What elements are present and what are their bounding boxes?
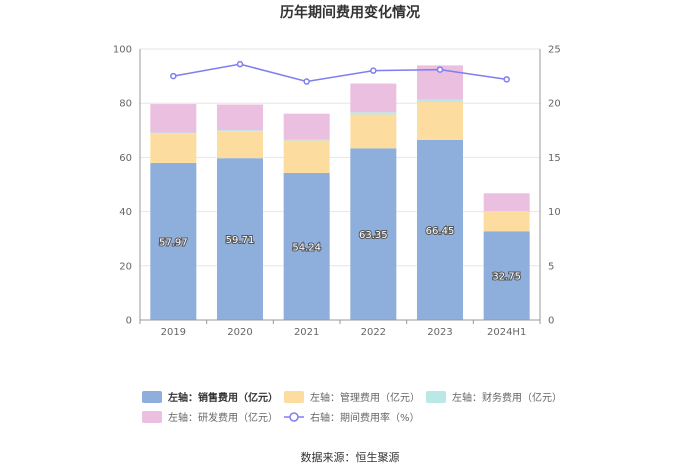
- x-tick-label: 2019: [161, 327, 186, 338]
- x-tick-label: 2021: [294, 327, 319, 338]
- data-source: 数据来源：恒生聚源: [301, 450, 400, 464]
- legend-item[interactable]: 左轴：财务费用（亿元）: [426, 391, 562, 404]
- bar-segment[interactable]: [483, 193, 530, 212]
- x-tick-label: 2022: [361, 327, 386, 338]
- y-left-tick-label: 40: [119, 207, 132, 218]
- x-tick-label: 2020: [227, 327, 252, 338]
- y-left-tick-label: 60: [119, 153, 132, 164]
- line-point[interactable]: [303, 78, 310, 85]
- bar-data-label: 54.24: [292, 243, 321, 254]
- line-point[interactable]: [170, 72, 177, 80]
- bar-segment[interactable]: [283, 139, 330, 141]
- line-series: [170, 60, 510, 85]
- legend-item[interactable]: 左轴：管理费用（亿元）: [284, 391, 420, 404]
- bar-data-label: 63.35: [359, 230, 388, 241]
- y-right-tick-label: 25: [548, 45, 561, 56]
- legend-item[interactable]: 左轴：销售费用（亿元）: [142, 391, 278, 404]
- legend-label: 左轴：财务费用（亿元）: [452, 391, 562, 404]
- expense-rate-line: [173, 63, 507, 83]
- bar-data-label: 66.45: [426, 226, 455, 237]
- bar-segment[interactable]: [350, 112, 397, 115]
- y-right-tick-label: 20: [548, 99, 561, 110]
- bar-segment[interactable]: [350, 114, 397, 149]
- line-point[interactable]: [370, 67, 377, 74]
- bar-segment[interactable]: [350, 83, 397, 113]
- bar-segment[interactable]: [217, 104, 263, 131]
- y-right-tick-label: 15: [548, 153, 561, 164]
- legend-label: 左轴：销售费用（亿元）: [167, 391, 278, 404]
- line-point[interactable]: [503, 76, 510, 83]
- bar-data-label: 59.71: [226, 235, 255, 246]
- bar-segment[interactable]: [150, 133, 197, 163]
- y-right-tick-label: 10: [548, 207, 561, 218]
- y-right-tick-label: 5: [548, 261, 554, 272]
- y-right-tick-label: 0: [548, 316, 554, 327]
- chart-title: 历年期间费用变化情况: [280, 4, 420, 21]
- bar-segment[interactable]: [350, 148, 397, 320]
- legend-marker: [289, 412, 299, 422]
- bar-data-label: 57.97: [159, 237, 188, 248]
- bar-segment[interactable]: [150, 162, 197, 320]
- legend-label: 左轴：管理费用（亿元）: [310, 391, 420, 404]
- bar-segment[interactable]: [217, 158, 263, 320]
- legend-swatch: [426, 391, 446, 403]
- bar-segment[interactable]: [283, 140, 330, 174]
- line-point[interactable]: [236, 60, 244, 68]
- bar-segment[interactable]: [483, 211, 530, 232]
- bar-segment[interactable]: [283, 113, 330, 140]
- x-tick-label: 2024H1: [487, 327, 526, 338]
- bar-segment[interactable]: [283, 173, 330, 320]
- line-point[interactable]: [436, 66, 444, 73]
- bar-data-label: 32.75: [492, 272, 521, 283]
- bar-segment[interactable]: [417, 99, 463, 102]
- grid: [140, 48, 540, 267]
- bar-segment[interactable]: [217, 130, 263, 132]
- bar-segment[interactable]: [417, 101, 463, 140]
- legend-item[interactable]: 右轴：期间费用率（%）: [284, 411, 420, 424]
- legend-swatch: [284, 391, 304, 403]
- y-left-tick-label: 20: [119, 261, 132, 272]
- bar-segment[interactable]: [150, 104, 197, 133]
- y-left-tick-label: 80: [119, 99, 132, 110]
- bar-segment[interactable]: [150, 132, 197, 134]
- bars: 57.97 59.71 54.24 63.35 66.45 32.75: [150, 65, 530, 320]
- y-left-tick-label: 0: [126, 316, 132, 327]
- legend-item[interactable]: 左轴：研发费用（亿元）: [142, 411, 278, 424]
- legend-label: 右轴：期间费用率（%）: [310, 411, 420, 424]
- legend-swatch: [142, 391, 162, 403]
- legend-label: 左轴：研发费用（亿元）: [168, 411, 278, 424]
- legend[interactable]: 左轴：销售费用（亿元） 左轴：管理费用（亿元） 左轴：财务费用（亿元） 左轴：研发费用…: [142, 391, 562, 424]
- bar-segment[interactable]: [483, 231, 530, 320]
- y-left-tick-label: 100: [113, 45, 132, 56]
- axes: 0 20 40 60 80 100 0 5 10 15 20 25 2019 2020 2021 2022 20…: [113, 45, 561, 339]
- x-tick-label: 2023: [427, 327, 452, 338]
- legend-swatch: [142, 411, 162, 423]
- bar-segment[interactable]: [417, 139, 463, 320]
- bar-segment[interactable]: [217, 131, 263, 159]
